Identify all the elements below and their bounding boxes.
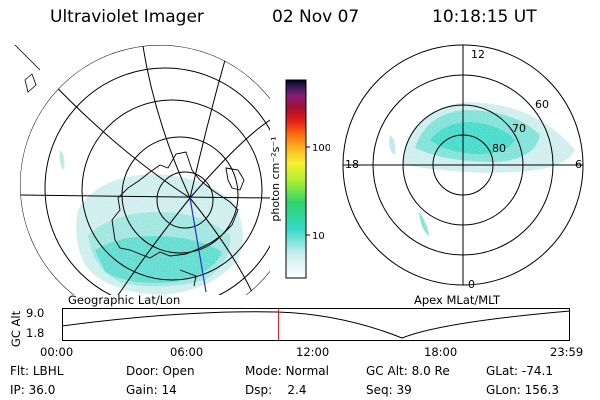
colorbar-label: photon cm⁻²s⁻¹ bbox=[269, 136, 282, 221]
colorbar-tick-10: 10 bbox=[312, 231, 325, 242]
apex-polar-plot: 12 18 6 0 60 70 80 bbox=[342, 44, 584, 291]
orbit-xtick-0000: 00:00 bbox=[40, 345, 74, 359]
mlt-label-6: 6 bbox=[575, 158, 582, 171]
mlat-label-80: 80 bbox=[492, 142, 506, 155]
status-seq: Seq: 39 bbox=[366, 383, 412, 397]
status-gc-alt: GC Alt: 8.0 Re bbox=[366, 364, 450, 378]
instrument-title: Ultraviolet Imager bbox=[50, 7, 204, 27]
mlt-label-12: 12 bbox=[471, 48, 485, 61]
orbit-ytick-high: 9.0 bbox=[26, 306, 45, 320]
apex-panel-label: Apex MLat/MLT bbox=[414, 293, 501, 307]
orbit-xtick-1200: 12:00 bbox=[296, 345, 330, 359]
geographic-map bbox=[14, 44, 270, 295]
image-time: 10:18:15 UT bbox=[432, 7, 537, 27]
status-gain: Gain: 14 bbox=[126, 383, 177, 397]
orbit-xtick-2359: 23:59 bbox=[550, 345, 584, 359]
orbit-ytick-low: 1.8 bbox=[26, 326, 45, 340]
colorbar: photon cm⁻²s⁻¹ 100 10 bbox=[269, 79, 330, 279]
mlat-label-70: 70 bbox=[512, 122, 526, 135]
mlt-label-18: 18 bbox=[345, 158, 359, 171]
status-glat: GLat: -74.1 bbox=[486, 364, 553, 378]
mlat-label-60: 60 bbox=[535, 98, 549, 111]
orbit-xtick-0600: 06:00 bbox=[170, 345, 204, 359]
status-flt: Flt: LBHL bbox=[10, 364, 64, 378]
geographic-panel-label: Geographic Lat/Lon bbox=[68, 293, 181, 307]
status-door: Door: Open bbox=[126, 364, 195, 378]
mlt-label-0: 0 bbox=[468, 278, 475, 291]
orbit-ylabel: GC Alt bbox=[9, 310, 23, 348]
status-mode: Mode: Normal bbox=[245, 364, 329, 378]
status-dsp: Dsp: 2.4 bbox=[245, 383, 307, 397]
orbit-altitude-plot bbox=[62, 308, 571, 341]
colorbar-tick-100: 100 bbox=[312, 143, 330, 154]
orbit-xtick-1800: 18:00 bbox=[424, 345, 458, 359]
status-ip: IP: 36.0 bbox=[10, 383, 56, 397]
status-glon: GLon: 156.3 bbox=[486, 383, 559, 397]
image-date: 02 Nov 07 bbox=[272, 7, 360, 27]
